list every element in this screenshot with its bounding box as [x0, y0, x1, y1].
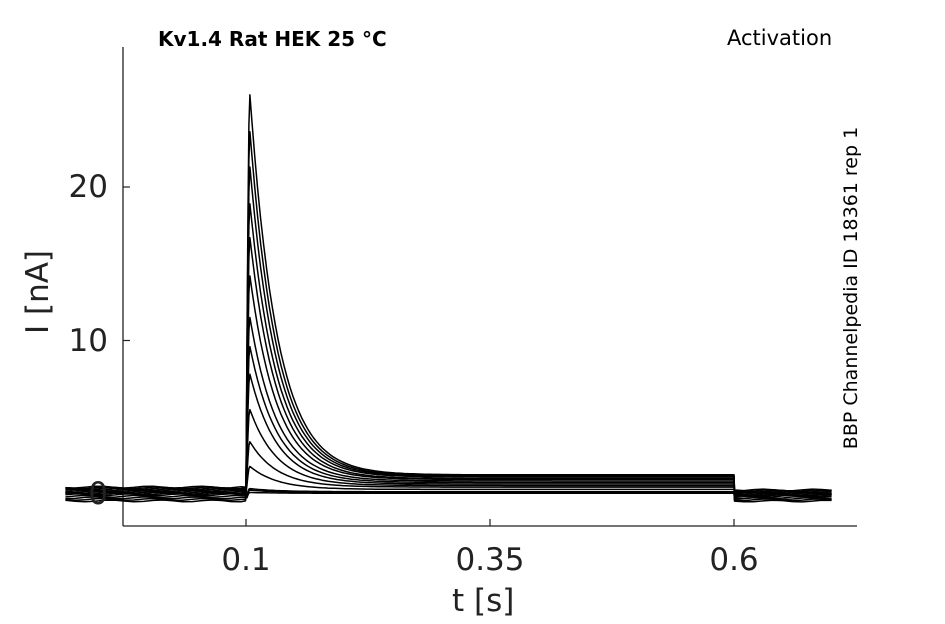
current-trace-9 [65, 316, 832, 496]
chart-title: Kv1.4 Rat HEK 25 °C [158, 27, 387, 51]
current-trace-4 [65, 465, 832, 500]
current-trace-15 [65, 94, 832, 492]
current-trace-2 [65, 489, 832, 502]
x-tick-label: 0.35 [455, 542, 525, 578]
x-tick-label: 0.1 [221, 542, 271, 578]
traces [65, 94, 832, 503]
axes [122, 47, 857, 527]
y-axis-label: I [nA] [20, 249, 56, 335]
x-tick-label: 0.6 [709, 542, 759, 578]
x-axis-label: t [s] [452, 583, 515, 619]
current-trace-10 [65, 275, 832, 495]
current-trace-11 [65, 236, 832, 495]
y-tick-label: 10 [68, 322, 108, 359]
current-trace-5 [65, 441, 832, 498]
current-trace-7 [65, 373, 832, 497]
current-trace-3 [65, 487, 832, 501]
current-trace-8 [65, 345, 832, 496]
current-trace-14 [65, 130, 832, 493]
current-trace-13 [65, 166, 832, 493]
current-trace-6 [65, 408, 832, 498]
current-trace-12 [65, 203, 832, 494]
side-label: BBP Channelpedia ID 18361 rep 1 [840, 126, 862, 450]
y-tick-label: 0 [88, 476, 108, 512]
y-tick-label: 20 [68, 169, 108, 205]
protocol-label: Activation [727, 26, 833, 50]
